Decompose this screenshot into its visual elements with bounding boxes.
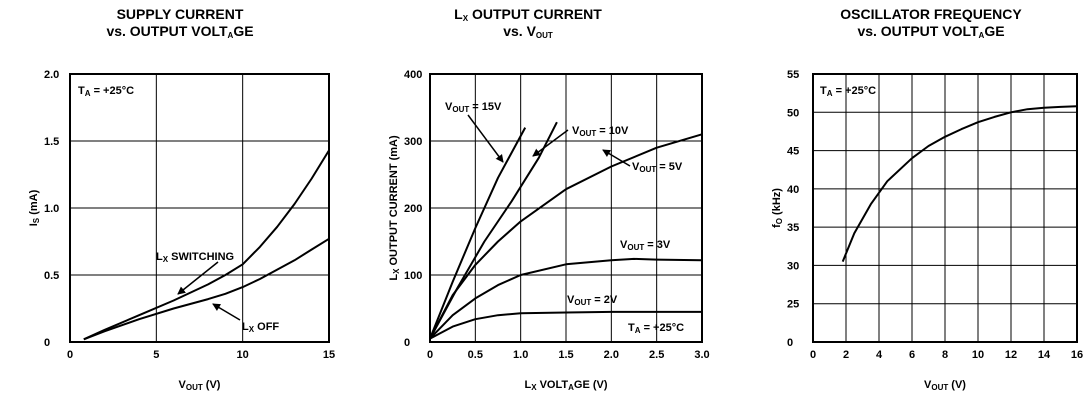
y-tick-label: 40 [787, 184, 799, 196]
plot-frame [69, 73, 330, 343]
x-tick-label: 0 [67, 349, 73, 361]
y-tick-label: 0 [44, 337, 50, 349]
y-tick-label: 400 [404, 69, 422, 81]
y-tick-label: 45 [787, 146, 799, 158]
y-tick-label: 25 [787, 299, 799, 311]
y-tick-label: 1.0 [44, 203, 59, 215]
x-tick-label: 4 [876, 349, 883, 361]
y-axis-label: fO​ (kHz) [771, 188, 784, 228]
x-tick-label: 16 [1071, 349, 1083, 361]
chart-subtitle: vs. OUTPUT VOLTA​GE [857, 23, 1004, 40]
chart-title: SUPPLY CURRENT [117, 6, 244, 22]
x-tick-label: 12 [1005, 349, 1017, 361]
y-tick-label: 0.5 [44, 270, 59, 282]
y-tick-label: 0 [787, 337, 793, 349]
y-tick-label: 1.5 [44, 136, 59, 148]
series-label: VOUT​ = 15V [445, 101, 502, 114]
y-tick-label: 0 [404, 337, 410, 349]
y-tick-label: 300 [404, 136, 422, 148]
x-tick-label: 10 [972, 349, 984, 361]
temperature-annotation: TA​ = +25°C [78, 85, 134, 98]
chart-subtitle: vs. VOUT​ [503, 23, 553, 40]
plot-frame [812, 73, 1078, 343]
x-tick-label: 6 [909, 349, 915, 361]
y-tick-label: 30 [787, 260, 799, 272]
label-arrow [212, 303, 241, 321]
x-tick-label: 0 [427, 349, 433, 361]
y-tick-label: 50 [787, 107, 799, 119]
x-tick-label: 1.5 [558, 349, 573, 361]
series-line [429, 127, 527, 339]
series-label: LX​ SWITCHING [156, 251, 234, 264]
chart-title: LX​ OUTPUT CURRENT [454, 6, 602, 23]
series-line [83, 149, 330, 341]
series-line [841, 105, 1078, 262]
series-label: VOUT​ = 2V [567, 294, 618, 307]
label-arrow [532, 129, 569, 157]
x-tick-label: 8 [942, 349, 948, 361]
x-tick-label: 0 [810, 349, 816, 361]
series-line [429, 133, 703, 340]
x-tick-label: 14 [1038, 349, 1051, 361]
x-axis-label: LX​ VOLTA​GE (V) [524, 379, 607, 392]
x-tick-label: 2 [843, 349, 849, 361]
x-tick-label: 2.5 [649, 349, 664, 361]
temperature-annotation: TA​ = +25°C [628, 322, 684, 335]
y-tick-label: 35 [787, 222, 799, 234]
series-line [83, 237, 330, 341]
x-tick-label: 5 [153, 349, 159, 361]
x-tick-label: 0.5 [468, 349, 483, 361]
label-arrow [467, 114, 504, 163]
y-tick-label: 200 [404, 203, 422, 215]
y-axis-label: LX​ OUTPUT CURRENT (mA) [388, 135, 401, 281]
x-tick-label: 1.0 [513, 349, 528, 361]
x-tick-label: 15 [323, 349, 335, 361]
x-axis-label: VOUT​ (V) [924, 379, 966, 392]
chart-subtitle: vs. OUTPUT VOLTA​GE [106, 23, 253, 40]
x-axis-label: VOUT​ (V) [179, 379, 221, 392]
series-label: VOUT​ = 5V [632, 161, 683, 174]
label-arrow [602, 149, 631, 167]
y-axis-label: IS​ (mA) [28, 189, 41, 226]
series-line [429, 257, 703, 340]
plot-frame [429, 73, 703, 343]
series-label: VOUT​ = 10V [572, 125, 629, 138]
x-tick-label: 3.0 [694, 349, 709, 361]
x-tick-label: 10 [237, 349, 249, 361]
x-tick-label: 2.0 [604, 349, 619, 361]
label-arrow [177, 261, 219, 295]
y-tick-label: 55 [787, 69, 799, 81]
y-tick-label: 100 [404, 270, 422, 282]
series-label: VOUT​ = 3V [620, 239, 671, 252]
series-line [429, 121, 558, 340]
series-label: LX​ OFF [242, 321, 279, 334]
series-line [429, 310, 702, 340]
y-tick-label: 2.0 [44, 69, 59, 81]
temperature-annotation: TA​ = +25°C [820, 85, 876, 98]
chart-title: OSCILLATOR FREQUENCY [840, 6, 1022, 22]
